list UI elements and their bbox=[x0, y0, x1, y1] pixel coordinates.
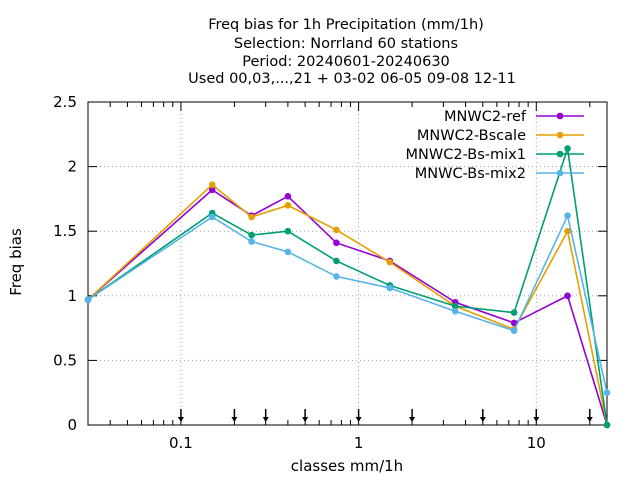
series-point-1 bbox=[208, 186, 216, 194]
y-tick-label: 1 bbox=[67, 287, 77, 305]
y-tick-label: 2 bbox=[67, 158, 77, 176]
chart-title-line-4: Used 00,03,...,21 + 03-02 06-05 09-08 12… bbox=[188, 71, 516, 87]
class-limit-arrow-head bbox=[302, 417, 309, 422]
y-tick-label: 0.5 bbox=[53, 351, 77, 369]
legend-marker-2 bbox=[556, 131, 564, 139]
y-axis-title: Freq bias bbox=[7, 228, 25, 296]
series-point-4 bbox=[208, 213, 216, 221]
legend: MNWC2-ref MNWC2-Bscale MNWC2-Bs-mix1 MNWC-B… bbox=[406, 109, 584, 182]
legend-label-1: MNWC2-ref bbox=[444, 109, 527, 125]
series-point-4 bbox=[333, 273, 340, 280]
legend-marker-4 bbox=[556, 169, 564, 177]
plot-frame bbox=[87, 101, 608, 426]
chart-title-line-3: Period: 20240601-20240630 bbox=[242, 54, 450, 70]
legend-label-3: MNWC2-Bs-mix1 bbox=[406, 147, 526, 163]
class-limit-arrow-head bbox=[409, 417, 416, 422]
series-point-2 bbox=[386, 258, 394, 266]
series-point-1 bbox=[284, 193, 292, 200]
series-line-1 bbox=[87, 188, 608, 426]
series-line-4 bbox=[87, 213, 608, 393]
series-point-2 bbox=[284, 202, 292, 209]
chart-title-line-2: Selection: Norrland 60 stations bbox=[234, 36, 458, 52]
series-point-2 bbox=[564, 227, 571, 235]
class-limit-arrow-head bbox=[262, 417, 269, 422]
series-point-1 bbox=[333, 239, 340, 247]
series-point-3 bbox=[284, 227, 292, 235]
y-tick-label: 0 bbox=[67, 416, 77, 434]
series-point-1 bbox=[564, 292, 571, 300]
chart-title: Freq bias for 1h Precipitation (mm/1h) S… bbox=[188, 17, 516, 87]
x-tick-label: 1 bbox=[354, 434, 364, 452]
class-limit-arrow-head bbox=[355, 417, 362, 422]
series-point-4 bbox=[564, 212, 571, 219]
series-line-3 bbox=[87, 148, 608, 426]
series-point-4 bbox=[248, 238, 255, 245]
grid-lines bbox=[88, 102, 607, 425]
class-limit-arrow-head bbox=[586, 417, 593, 422]
x-tick-label: 10 bbox=[527, 434, 546, 452]
series-point-2 bbox=[248, 213, 255, 221]
series-point-3 bbox=[510, 309, 518, 316]
x-axis-title: classes mm/1h bbox=[291, 457, 403, 475]
y-tick-label: 1.5 bbox=[53, 222, 77, 240]
axes: 0 0.5 1 1.5 2 2.5 0.1 1 10 bbox=[53, 93, 608, 452]
legend-label-2: MNWC2-Bscale bbox=[417, 128, 526, 144]
series-point-3 bbox=[603, 421, 611, 429]
series-point-3 bbox=[451, 302, 459, 310]
series-point-2 bbox=[333, 226, 340, 234]
series-point-4 bbox=[510, 327, 518, 334]
class-limit-arrow-head bbox=[231, 417, 238, 422]
series-point-3 bbox=[564, 145, 571, 152]
series-point-4 bbox=[603, 389, 611, 397]
legend-marker-3 bbox=[556, 150, 564, 158]
legend-label-4: MNWC-Bs-mix2 bbox=[415, 166, 526, 182]
series-point-2 bbox=[208, 181, 216, 188]
series-point-1 bbox=[510, 319, 518, 327]
series-point-3 bbox=[333, 257, 340, 265]
class-limit-arrow-head bbox=[177, 417, 184, 422]
class-limit-arrow-head bbox=[533, 417, 540, 422]
series-point-3 bbox=[248, 231, 255, 239]
series-point-4 bbox=[451, 308, 459, 315]
series-point-4 bbox=[84, 296, 92, 303]
chart-title-line-1: Freq bias for 1h Precipitation (mm/1h) bbox=[208, 17, 484, 33]
class-limit-arrow-head bbox=[479, 417, 486, 422]
class-limit-markers bbox=[177, 409, 593, 422]
series-point-4 bbox=[284, 248, 292, 256]
legend-marker-1 bbox=[556, 112, 564, 120]
series-line-2 bbox=[87, 183, 608, 426]
x-tick-label: 0.1 bbox=[169, 434, 193, 452]
y-tick-label: 2.5 bbox=[53, 93, 77, 111]
series-point-4 bbox=[386, 284, 394, 292]
series-lines bbox=[84, 145, 611, 429]
